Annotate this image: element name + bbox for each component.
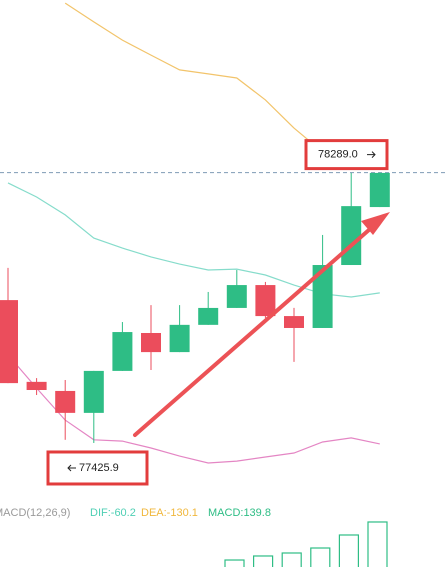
annotation-label: 78289.0 [318, 149, 358, 161]
annotation-arrow [67, 464, 76, 472]
annotation-box [46, 450, 149, 486]
indicator-label: DEA:-130.1 [141, 507, 198, 519]
candle-body [284, 316, 304, 328]
candle-body [341, 206, 362, 266]
histogram-bar [224, 559, 245, 567]
candle-body [0, 300, 18, 384]
candle-body [369, 172, 390, 208]
indicator-line [7, 354, 380, 464]
histogram-bar [310, 547, 331, 567]
candle-body [83, 370, 104, 413]
candle-body [198, 307, 219, 325]
trend-arrow [133, 220, 380, 437]
trend-arrow-head [361, 212, 390, 235]
indicator-label: DIF:-60.2 [90, 507, 136, 519]
candle-body [226, 285, 247, 308]
candle-body [169, 324, 190, 353]
annotation-label: 77425.9 [79, 462, 119, 474]
candle-body [55, 390, 76, 413]
indicator-label: MACD(12,26,9) [0, 507, 70, 519]
candle-body [255, 285, 276, 317]
histogram-bar [338, 534, 359, 567]
indicator-label: MACD:139.8 [208, 507, 271, 519]
candle-body [141, 332, 161, 353]
annotation-arrow [367, 151, 376, 158]
histogram-bar [281, 552, 302, 567]
candle-body [312, 265, 333, 328]
histogram-bar [253, 555, 274, 567]
candle-body [112, 332, 133, 371]
candle-body [26, 381, 47, 391]
histogram-bar [367, 521, 388, 567]
